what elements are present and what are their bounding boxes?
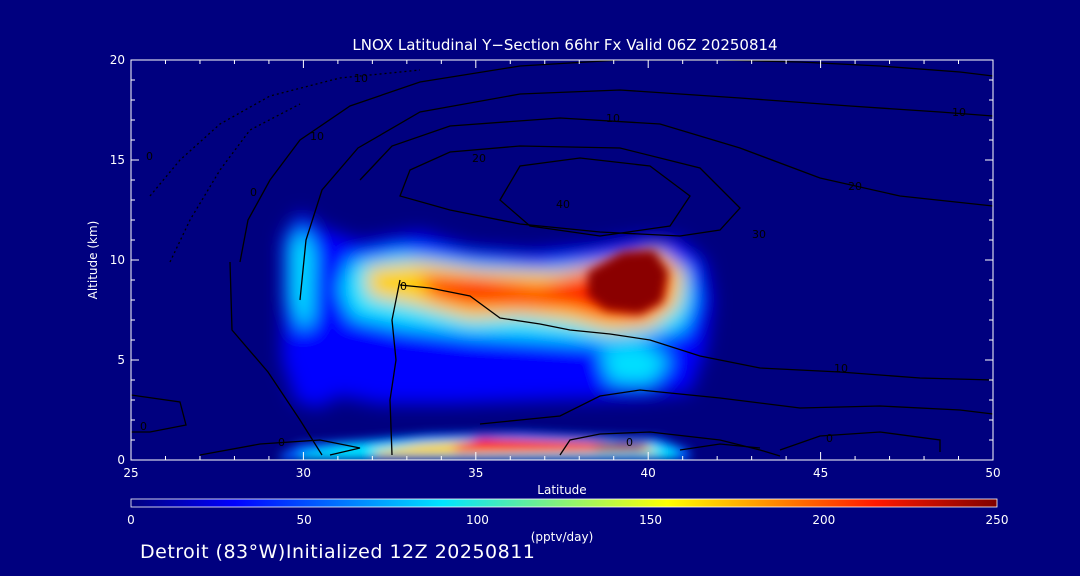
y-axis: 0 5 10 15 20: [110, 53, 993, 467]
contour-dashed-2: [169, 103, 301, 263]
contour-label: 0: [626, 436, 633, 449]
contour-label: 10: [834, 362, 848, 375]
contour-label: 0: [146, 150, 153, 163]
chart-title: LNOX Latitudinal Y−Section 66hr Fx Valid…: [352, 36, 777, 54]
colorbar-tick-label: 250: [986, 513, 1009, 527]
contour-label: 30: [752, 228, 766, 241]
y-tick-label: 10: [110, 253, 125, 267]
colorbar-tick-label: 200: [812, 513, 835, 527]
surface-level-250: [590, 442, 650, 450]
contour-label: 20: [848, 180, 862, 193]
contour-label: 10: [952, 106, 966, 119]
contour-label: 0: [140, 420, 147, 433]
colorbar-label: (pptv/day): [531, 530, 594, 544]
contour-mid: [229, 261, 323, 456]
x-axis-label: Latitude: [537, 483, 586, 497]
contour-0-west: [389, 279, 401, 456]
contour-label: 10: [354, 72, 368, 85]
contour-surface: [199, 439, 361, 456]
colorbar-tick-label: 100: [466, 513, 489, 527]
contour-label: 10: [606, 112, 620, 125]
contour-0-band: [399, 284, 993, 381]
y-tick-label: 0: [117, 453, 125, 467]
contour-label: 20: [472, 152, 486, 165]
colorbar: [130, 498, 998, 508]
contour-label: 10: [310, 130, 324, 143]
x-axis: 25 30 35 40 45 50: [123, 60, 1001, 480]
contour-30: [399, 145, 741, 237]
x-tick-label: 25: [123, 466, 138, 480]
contour-label: 0: [250, 186, 257, 199]
footer-init-info: Detroit (83°W)Initialized 12Z 20250811: [140, 541, 536, 563]
contour-east-tail: [679, 443, 761, 451]
contour-label: 40: [556, 198, 570, 211]
x-tick-label: 45: [813, 466, 828, 480]
x-tick-label: 30: [296, 466, 311, 480]
colorbar-ticks: 0 50 100 150 200 250: [127, 513, 1008, 527]
y-tick-label: 20: [110, 53, 125, 67]
x-tick-label: 50: [985, 466, 1000, 480]
colorbar-tick-label: 0: [127, 513, 135, 527]
lnox-field: [280, 212, 712, 460]
x-tick-label: 40: [641, 466, 656, 480]
x-tick-label: 35: [468, 466, 483, 480]
contour-low-2: [479, 389, 993, 425]
colorbar-tick-label: 150: [639, 513, 662, 527]
contour-low-4: [779, 431, 941, 452]
contour-label: 0: [278, 436, 285, 449]
contour-label-group: 10 10 20 30 40 20 10 0 10 0 0 0 0 0 0 10: [140, 72, 966, 449]
contour-label: 0: [826, 432, 833, 445]
contour-40: [499, 157, 691, 237]
colorbar-tick-label: 50: [297, 513, 312, 527]
y-tick-label: 15: [110, 153, 125, 167]
contour-10-east: [299, 89, 993, 301]
contour-upper-10: [239, 60, 993, 263]
field-level-250: [588, 250, 668, 314]
contour-label: 0: [400, 280, 407, 293]
y-tick-label: 5: [117, 353, 125, 367]
y-axis-label: Altitude (km): [86, 221, 100, 300]
contour-low-1: [131, 394, 187, 433]
contour-20: [359, 117, 993, 207]
contour-low-3: [559, 431, 781, 457]
contour-lines: [131, 60, 993, 457]
